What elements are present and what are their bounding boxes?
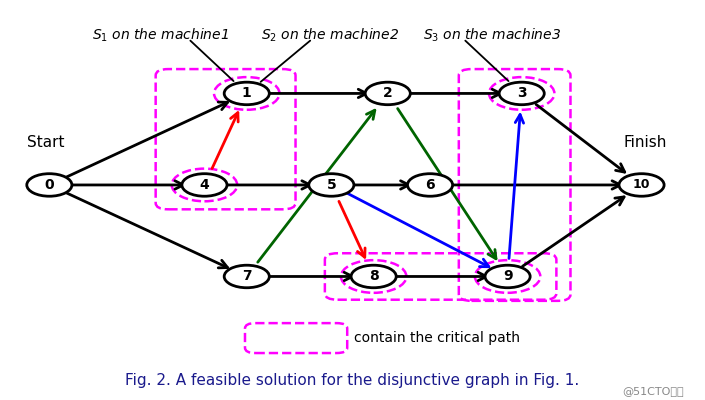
Circle shape: [182, 174, 227, 196]
Circle shape: [351, 265, 396, 288]
Text: 0: 0: [44, 178, 54, 192]
Text: Finish: Finish: [623, 135, 667, 150]
Text: Fig. 2. A feasible solution for the disjunctive graph in Fig. 1.: Fig. 2. A feasible solution for the disj…: [125, 373, 580, 388]
Text: $S_1$ on the machine1: $S_1$ on the machine1: [92, 26, 228, 44]
Text: 6: 6: [425, 178, 435, 192]
Text: 8: 8: [369, 270, 379, 284]
Circle shape: [309, 174, 354, 196]
Text: 5: 5: [326, 178, 336, 192]
Circle shape: [27, 174, 72, 196]
Text: 2: 2: [383, 86, 393, 100]
Circle shape: [365, 82, 410, 105]
Text: Start: Start: [27, 135, 65, 150]
Circle shape: [407, 174, 453, 196]
Text: $S_2$ on the machine2: $S_2$ on the machine2: [261, 26, 399, 44]
Text: 4: 4: [200, 178, 209, 192]
Text: 9: 9: [503, 270, 513, 284]
Text: 1: 1: [242, 86, 252, 100]
Text: @51CTO博客: @51CTO博客: [623, 386, 684, 396]
Circle shape: [485, 265, 530, 288]
Text: $S_3$ on the machine3: $S_3$ on the machine3: [423, 26, 561, 44]
Circle shape: [619, 174, 664, 196]
Circle shape: [224, 265, 269, 288]
Text: 7: 7: [242, 270, 252, 284]
Text: 3: 3: [517, 86, 527, 100]
Circle shape: [499, 82, 544, 105]
Text: 10: 10: [633, 178, 650, 192]
Circle shape: [224, 82, 269, 105]
Text: contain the critical path: contain the critical path: [355, 331, 520, 345]
